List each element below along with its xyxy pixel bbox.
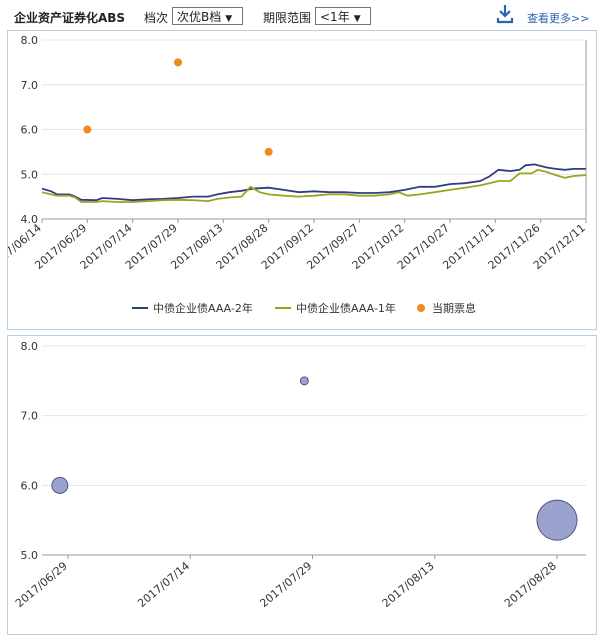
term-select-value: <1年 bbox=[320, 10, 350, 24]
x-tick-label: 2017/06/29 bbox=[13, 559, 70, 610]
y-tick-label: 5.0 bbox=[21, 549, 39, 562]
y-tick-label: 8.0 bbox=[21, 340, 39, 353]
chevron-down-icon: ▼ bbox=[225, 14, 233, 24]
legend-swatch-coupon bbox=[417, 304, 425, 312]
y-tick-label: 7.0 bbox=[21, 79, 39, 92]
grade-select[interactable]: 次优B档 ▼ bbox=[172, 7, 243, 25]
grade-label: 档次 bbox=[144, 11, 169, 25]
coupon-point bbox=[264, 147, 273, 156]
bubble-chart-panel: 5.0 6.0 7.0 8.0 2017/06/29 2017/07/14 2017/07/… bbox=[7, 335, 597, 635]
view-more-link[interactable]: 查看更多>> bbox=[527, 12, 590, 25]
line-chart: 4.05.06.07.08.02017/06/142017/06/292017/… bbox=[0, 34, 588, 315]
header-bar: 企业资产证券化ABS 档次 次优B档 ▼ 期限范围 <1年 ▼ 查看更多>> bbox=[0, 0, 601, 30]
y-tick-label: 5.0 bbox=[21, 168, 39, 181]
y-tick-label: 7.0 bbox=[21, 410, 39, 423]
y-tick-label: 6.0 bbox=[21, 479, 39, 492]
line-chart-panel: 4.0 5.0 6.0 7.0 8.0 2017/06/14 2017/06/29 2017/… bbox=[0, 30, 597, 330]
grade-select-value: 次优B档 bbox=[177, 10, 222, 24]
legend-label-aaa-2y: 中债企业债AAA-2年 bbox=[153, 301, 253, 315]
bubble-point bbox=[536, 499, 578, 541]
legend-label-coupon: 当期票息 bbox=[432, 301, 476, 315]
coupon-point bbox=[83, 125, 92, 134]
download-icon[interactable] bbox=[496, 4, 514, 24]
y-tick-label: 8.0 bbox=[21, 34, 39, 47]
bubble-point bbox=[299, 376, 309, 386]
series-line-aaa-2y bbox=[41, 163, 586, 202]
series-line-aaa-1y bbox=[41, 168, 587, 203]
x-tick-label: 2017/07/29 bbox=[258, 559, 315, 610]
chevron-down-icon: ▼ bbox=[353, 14, 361, 24]
x-tick-label: 2017/07/14 bbox=[135, 559, 192, 610]
term-label: 期限范围 bbox=[263, 11, 312, 25]
bubble-point bbox=[51, 476, 69, 494]
legend-label-aaa-1y: 中债企业债AAA-1年 bbox=[296, 301, 396, 315]
x-tick-label: 2017/08/28 bbox=[502, 559, 559, 610]
term-select[interactable]: <1年 ▼ bbox=[315, 7, 371, 25]
x-tick-label: 2017/08/13 bbox=[380, 559, 437, 610]
y-tick-label: 4.0 bbox=[21, 213, 39, 226]
coupon-point bbox=[174, 58, 182, 67]
y-tick-label: 6.0 bbox=[21, 124, 39, 137]
page-title: 企业资产证券化ABS bbox=[14, 11, 126, 25]
bubble-chart: 5.0 6.0 7.0 8.0 2017/06/29 2017/07/14 2017/07/… bbox=[13, 340, 586, 610]
